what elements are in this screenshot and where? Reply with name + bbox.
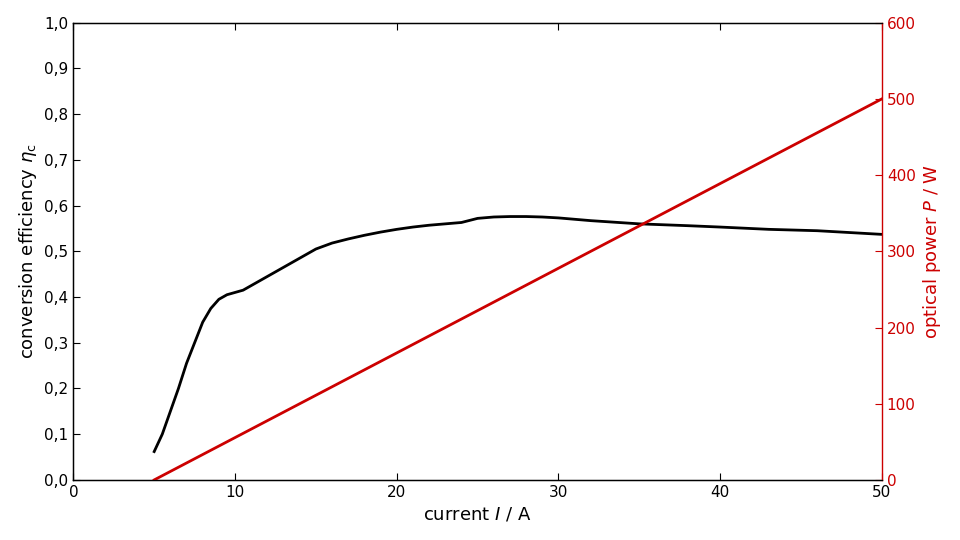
Y-axis label: conversion efficiency $\eta_\mathrm{c}$: conversion efficiency $\eta_\mathrm{c}$ (16, 143, 38, 359)
Y-axis label: optical power $P$ / W: optical power $P$ / W (922, 164, 944, 339)
X-axis label: current $I$ / A: current $I$ / A (423, 505, 532, 523)
